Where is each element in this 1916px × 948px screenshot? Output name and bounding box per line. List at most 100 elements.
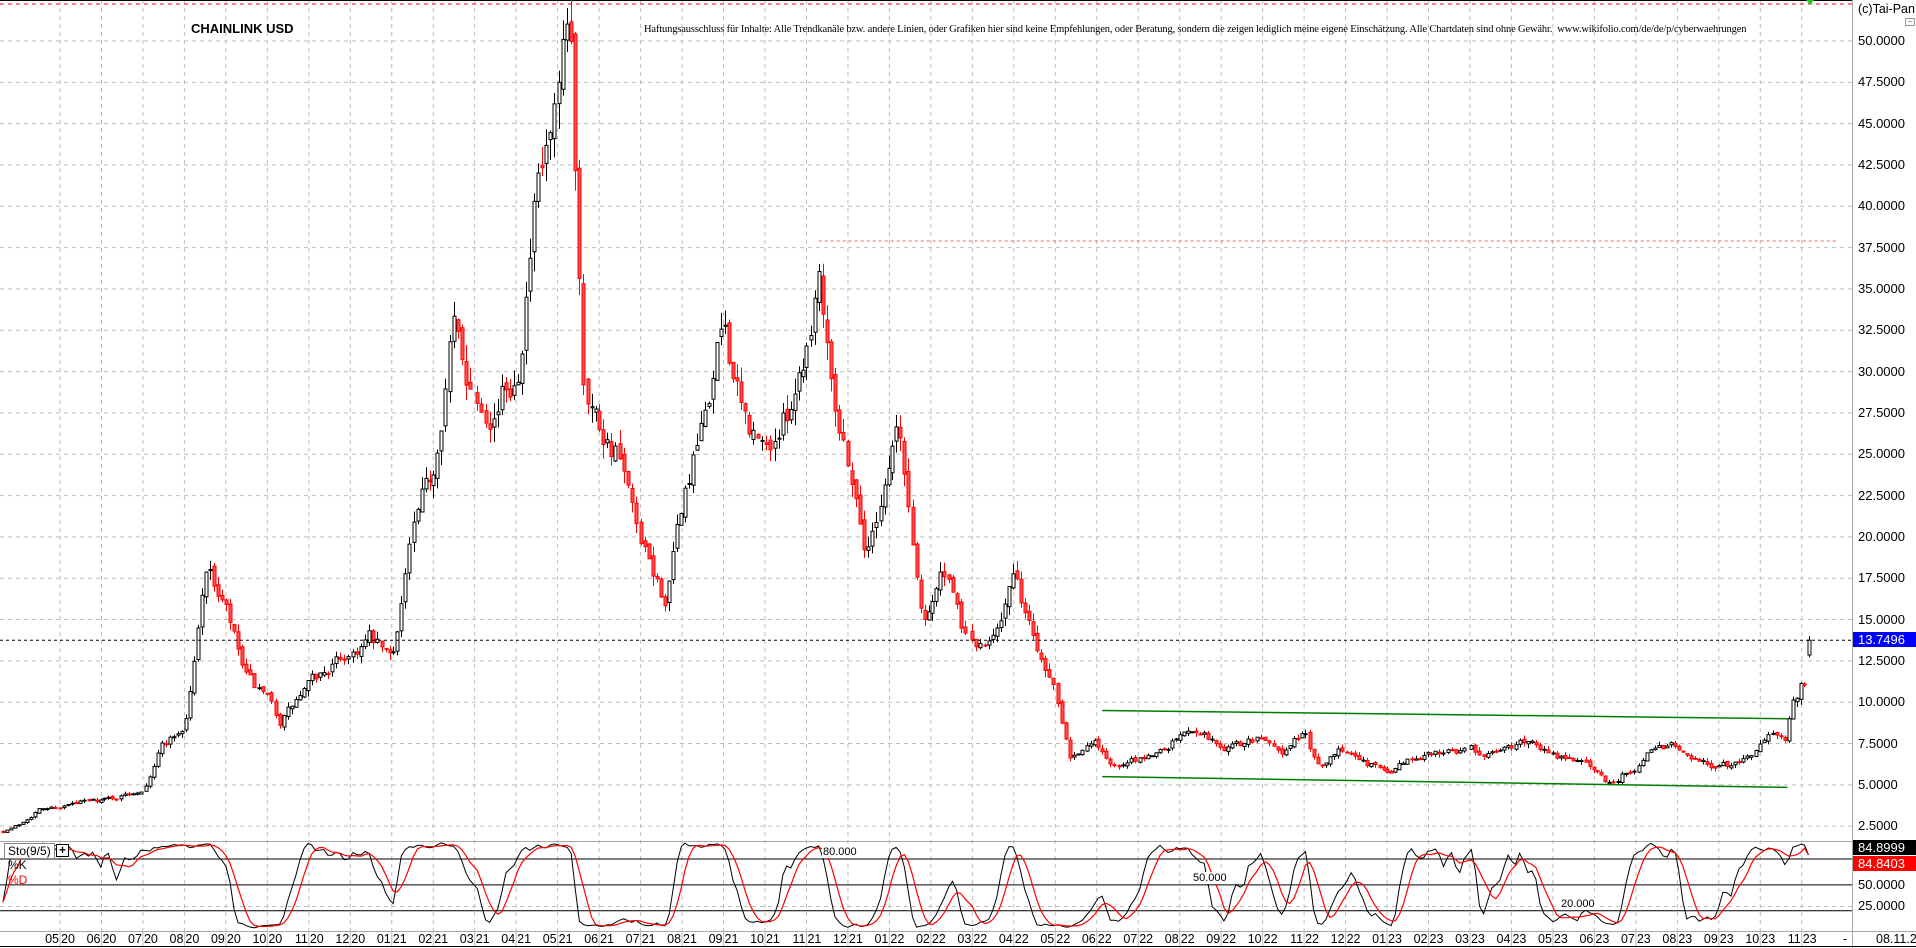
candle-up bbox=[99, 799, 104, 804]
price-tick-label: 35.0000 bbox=[1858, 280, 1905, 296]
candle-up bbox=[1518, 739, 1523, 745]
price-tick-label: 50.0000 bbox=[1858, 33, 1905, 48]
candle-down bbox=[1775, 732, 1780, 736]
candle-up bbox=[1637, 765, 1642, 773]
candle-down bbox=[484, 410, 489, 424]
date-tick-month: 10 bbox=[1745, 932, 1760, 946]
candle-up bbox=[416, 508, 421, 522]
candle-up bbox=[188, 691, 193, 719]
date-tick-month: 09 bbox=[1206, 932, 1221, 946]
stochastic-level-label: 20.000 bbox=[1560, 897, 1596, 910]
candle-up bbox=[1433, 750, 1438, 755]
candle-down bbox=[224, 599, 229, 605]
candle-down bbox=[371, 630, 376, 644]
date-tick-year: 21 bbox=[641, 932, 656, 946]
date-tick-year: 20 bbox=[268, 932, 283, 946]
candle-up bbox=[1526, 741, 1531, 745]
candle-up bbox=[512, 385, 517, 396]
candle-up bbox=[1502, 746, 1507, 751]
candle-up bbox=[359, 646, 364, 657]
candle-down bbox=[1064, 722, 1069, 740]
candle-up bbox=[1733, 761, 1738, 766]
candle-down bbox=[53, 807, 58, 810]
candle-up bbox=[180, 731, 185, 735]
candle-down bbox=[228, 603, 233, 623]
date-tick-month: 03 bbox=[1455, 932, 1469, 946]
legend-d: %D bbox=[8, 873, 28, 887]
candle-up bbox=[1771, 732, 1776, 735]
candle-down bbox=[388, 649, 393, 654]
candle-up bbox=[1649, 749, 1654, 753]
date-tick-month: 03 bbox=[957, 932, 972, 946]
candle-up bbox=[1514, 744, 1519, 750]
candle-down bbox=[854, 479, 859, 500]
candle-up bbox=[1255, 736, 1260, 742]
candle-down bbox=[597, 410, 602, 431]
candle-down bbox=[609, 441, 614, 458]
candle-up bbox=[1579, 760, 1584, 763]
candle-up bbox=[1393, 768, 1398, 773]
price-tick-label: 30.0000 bbox=[1858, 363, 1905, 379]
candle-down bbox=[1267, 740, 1272, 744]
candle-down bbox=[1418, 758, 1423, 761]
candle-down bbox=[1673, 742, 1678, 747]
candle-up bbox=[144, 785, 149, 792]
candle-up bbox=[1011, 573, 1016, 589]
candle-up bbox=[196, 627, 201, 661]
candle-up bbox=[407, 543, 412, 574]
price-tick-label: 42.5000 bbox=[1858, 156, 1905, 172]
date-tick-month: 06 bbox=[86, 932, 101, 946]
candle-up bbox=[37, 808, 42, 814]
candle-up bbox=[1125, 762, 1130, 767]
last-price-badge: 13.7496 bbox=[1853, 632, 1916, 648]
candle-up bbox=[282, 715, 287, 728]
candle-up bbox=[528, 257, 533, 292]
candle-down bbox=[850, 470, 855, 485]
candle-down bbox=[1056, 683, 1061, 705]
candle-down bbox=[240, 646, 245, 666]
candle-down bbox=[1563, 754, 1568, 760]
candle-down bbox=[647, 543, 652, 560]
candle-down bbox=[216, 584, 221, 597]
candle-down bbox=[355, 651, 360, 655]
candle-down bbox=[1693, 757, 1698, 760]
candle-up bbox=[797, 372, 802, 392]
candle-down bbox=[919, 579, 924, 609]
indicator-legend[interactable]: Sto(9/5) bbox=[4, 843, 55, 859]
stochastic-tick-label: 25.0000 bbox=[1858, 898, 1905, 914]
candle-up bbox=[1414, 758, 1419, 761]
candle-down bbox=[1689, 755, 1694, 760]
price-tick-label: 17.5000 bbox=[1858, 570, 1905, 586]
minimize-icon[interactable]: − bbox=[1905, 18, 1915, 26]
candle-down bbox=[1410, 758, 1415, 761]
candle-down bbox=[902, 440, 907, 475]
candle-down bbox=[727, 322, 732, 364]
candle-down bbox=[846, 440, 851, 467]
candle-down bbox=[634, 502, 639, 525]
candle-down bbox=[1198, 733, 1203, 736]
candle-up bbox=[302, 687, 307, 698]
date-tick-year: 21 bbox=[475, 932, 490, 946]
candle-up bbox=[1170, 740, 1175, 749]
candle-up bbox=[1745, 755, 1750, 759]
chart-title: CHAINLINK USD bbox=[191, 21, 294, 36]
candle-down bbox=[1697, 758, 1702, 762]
candle-up bbox=[938, 571, 943, 591]
candle-down bbox=[1308, 731, 1313, 750]
candle-down bbox=[1534, 741, 1539, 746]
stochastic-level-label: 50.000 bbox=[1192, 871, 1228, 884]
candle-down bbox=[923, 609, 928, 620]
candle-up bbox=[1657, 744, 1662, 748]
candle-up bbox=[1080, 749, 1085, 756]
candle-down bbox=[1628, 771, 1633, 774]
candle-down bbox=[1039, 652, 1044, 660]
date-tick-year: 21 bbox=[724, 932, 739, 946]
candle-up bbox=[809, 335, 814, 341]
candle-up bbox=[1158, 749, 1163, 754]
candle-down bbox=[586, 378, 591, 405]
candle-down bbox=[955, 593, 960, 605]
add-indicator-icon[interactable]: + bbox=[56, 844, 69, 857]
candle-up bbox=[334, 656, 339, 664]
candle-up bbox=[156, 752, 161, 767]
candle-up bbox=[1405, 758, 1410, 765]
